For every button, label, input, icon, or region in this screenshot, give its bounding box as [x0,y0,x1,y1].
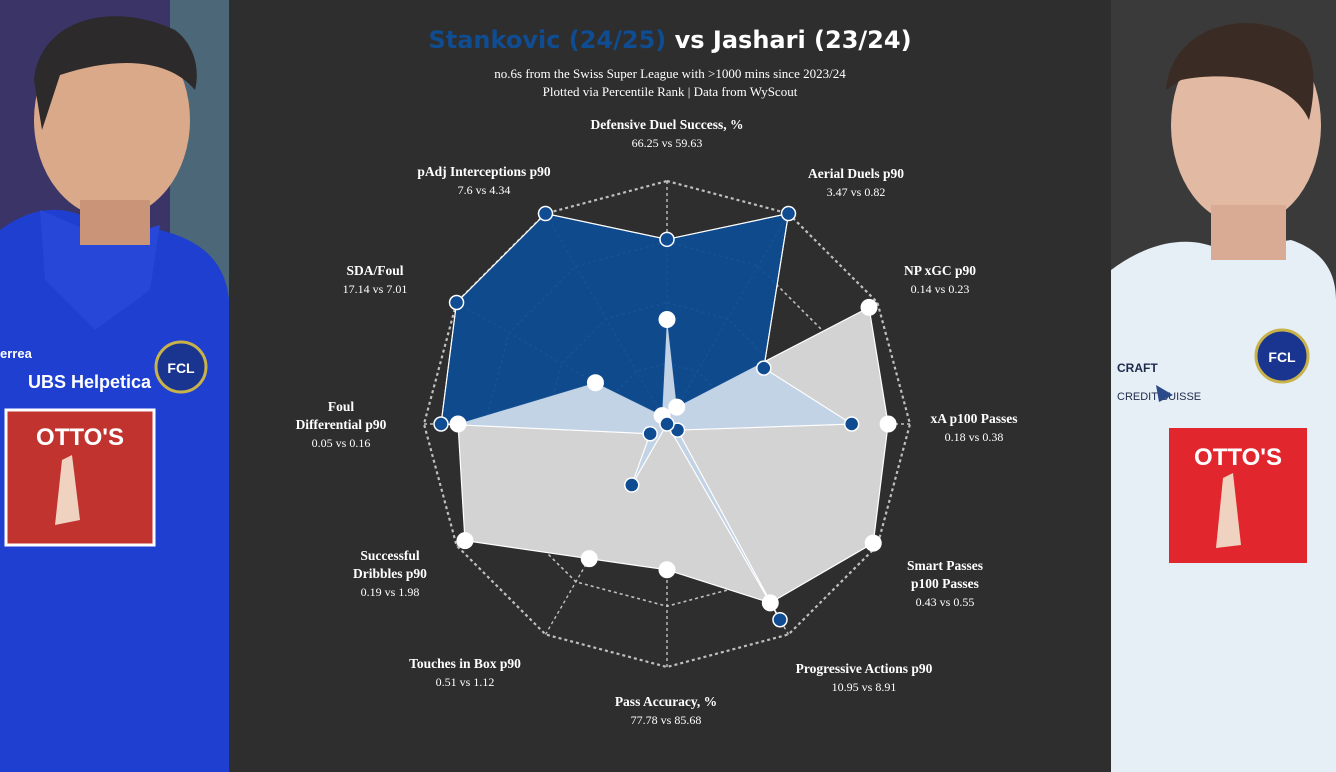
axis-label-1: Defensive Duel Success, % 66.25 vs 59.63 [557,116,777,152]
jashari-point [658,311,676,329]
chart-panel: Stankovic (24/25) vs Jashari (23/24) no.… [229,0,1111,772]
axis-label-11: SDA/Foul 17.14 vs 7.01 [265,262,485,298]
kit-brand: CRAFT [1117,361,1158,375]
player1-name: Stankovic (24/25) [428,26,667,54]
stankovic-point [659,231,675,248]
sponsor-sail-icon [1156,385,1173,402]
stankovic-point [659,416,675,432]
jashari-point [449,415,467,433]
axis-label-values: 17.14 vs 7.01 [342,282,408,296]
radar-chart [422,179,912,669]
axis-label-values: 7.6 vs 4.34 [457,183,511,197]
axis-label-7: Pass Accuracy, % 77.78 vs 85.68 [556,693,776,729]
axis-label-name: Progressive Actions p90 [795,661,933,676]
axis-label-values: 66.25 vs 59.63 [631,136,703,150]
player-photo-right: FCL CRAFT CREDIT SUISSE OTTO'S [1111,0,1336,772]
axis-label-5: Smart Passes p100 Passes 0.43 vs 0.55 [835,557,1055,611]
pointing-hand-icon [55,455,80,525]
pointing-hand-icon [1216,473,1241,548]
subtitle-line1: no.6s from the Swiss Super League with >… [494,66,846,81]
badge-text: FCL [167,360,195,376]
axis-label-6: Progressive Actions p90 10.95 vs 8.91 [754,660,974,696]
axis-label-name: pAdj Interceptions p90 [417,164,551,179]
axis-label-2: Aerial Duels p90 3.47 vs 0.82 [746,165,966,201]
axis-label-9: Successful Dribbles p90 0.19 vs 1.98 [280,547,500,601]
stankovic-point [843,416,860,432]
axis-label-values: 10.95 vs 8.91 [831,680,897,694]
jashari-point [761,594,779,612]
stankovic-point [624,477,640,493]
stankovic-point [756,360,772,376]
jashari-point [864,534,882,552]
kit-brand: errea [0,346,33,361]
axis-label-name: Successful Dribbles p90 [353,548,427,581]
axis-label-values: 0.05 vs 0.16 [311,436,371,450]
stankovic-point [780,205,797,222]
axis-label-name: xA p100 Passes [930,411,1018,426]
player-right-illustration: FCL CRAFT CREDIT SUISSE OTTO'S [1111,0,1336,772]
axis-label-values: 3.47 vs 0.82 [826,185,886,199]
jashari-point [879,415,897,433]
jashari-point [456,532,474,550]
player-left-illustration: FCL errea UBS Helpetica OTTO'S [0,0,229,772]
axis-label-3: NP xGC p90 0.14 vs 0.23 [830,262,1050,298]
axis-label-values: 0.18 vs 0.38 [944,430,1004,444]
axis-label-4: xA p100 Passes 0.18 vs 0.38 [864,410,1084,446]
badge-text: FCL [1268,349,1296,365]
axis-label-8: Touches in Box p90 0.51 vs 1.12 [355,655,575,691]
sponsor-top: UBS Helpetica [28,372,152,392]
axis-label-values: 0.43 vs 0.55 [915,595,975,609]
vs-text: vs [674,26,705,54]
jashari-point [586,374,604,392]
jashari-point [668,398,686,416]
player2-name: Jashari (23/24) [712,26,912,54]
axis-label-name: Aerial Duels p90 [808,166,904,181]
axis-label-values: 0.51 vs 1.12 [435,675,495,689]
axis-label-values: 0.19 vs 1.98 [360,585,420,599]
jashari-point [860,298,878,316]
axis-label-name: Pass Accuracy, % [614,694,718,709]
club-badge-icon [154,340,208,394]
axis-label-values: 0.14 vs 0.23 [910,282,970,296]
axis-label-10: Foul Differential p90 0.05 vs 0.16 [231,398,451,452]
axis-label-name: Smart Passes p100 Passes [906,558,984,591]
axis-label-12: pAdj Interceptions p90 7.6 vs 4.34 [374,163,594,199]
stankovic-point [537,205,554,222]
stankovic-point [433,416,449,432]
axis-label-name: Defensive Duel Success, % [590,117,744,132]
axis-label-values: 77.78 vs 85.68 [630,713,702,727]
player-photo-left: FCL errea UBS Helpetica OTTO'S [0,0,229,772]
axis-label-name: Foul Differential p90 [295,399,387,432]
axis-label-name: Touches in Box p90 [409,656,521,671]
sponsor-main: OTTO'S [1194,444,1282,471]
stankovic-point [642,425,658,442]
chart-title: Stankovic (24/25) vs Jashari (23/24) [229,26,1111,54]
subtitle-line2: Plotted via Percentile Rank | Data from … [542,84,798,99]
jashari-point [658,561,676,579]
stankovic-point [448,294,465,311]
sponsor-main: OTTO'S [36,424,124,451]
axis-label-name: NP xGC p90 [903,263,976,278]
jashari-point [580,550,598,568]
axis-label-name: SDA/Foul [346,263,404,278]
club-badge-icon [1254,328,1310,384]
stankovic-point [772,611,788,628]
